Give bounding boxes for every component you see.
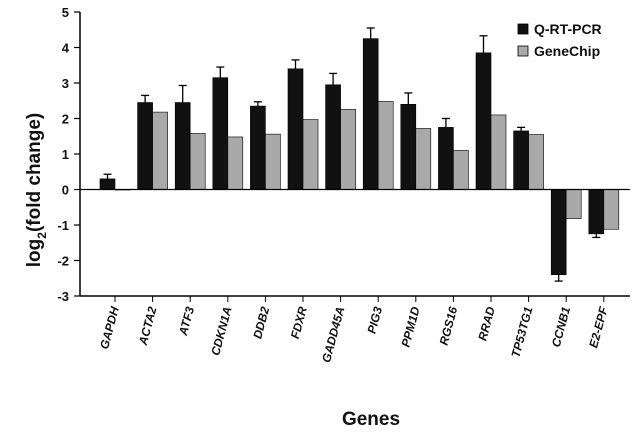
bar-qrtpcr-gapdh [99,178,116,190]
x-tick-label-ddb2: DDB2 [250,305,272,340]
x-tick-label-atf3: ATF3 [176,305,197,338]
x-tick-labels: GAPDH ACTA2 ATF3 CDKN1A DDB2 FDXR GADD45A PIG3 P… [97,305,611,365]
legend-label-qrtpcr: Q-RT-PCR [534,21,602,37]
y-axis-title-main: log [24,239,45,268]
legend-swatch-genechip [517,45,529,57]
y-axis-title: log2(fold change) [24,113,49,267]
x-tick-label-rgs16: RGS16 [437,305,461,347]
y-tick-label-2: 2 [62,112,69,127]
y-tick-label-4: 4 [62,41,70,56]
bar-qrtpcr-pig3 [362,38,379,190]
y-tick-label-5: 5 [62,5,69,20]
bar-genechip-fdxr [302,119,319,190]
y-axis-title-rest: (fold change) [24,113,45,232]
bar-genechip-gadd45a [340,108,356,190]
bar-genechip-acta2 [152,111,168,190]
x-tick-label-pig3: PIG3 [364,305,385,335]
bar-genechip-rrad [490,114,507,190]
x-tick-label-cdkn1a: CDKN1A [208,305,234,357]
bar-qrtpcr-tp53tg1 [513,130,529,190]
x-tick-label-tp53tg1: TP53TG1 [509,305,536,359]
bar-qrtpcr-atf3 [174,102,191,190]
y-tick-label--1: -1 [57,218,69,233]
bar-genechip-cdkn1a [227,136,244,190]
legend-label-genechip: GeneChip [534,43,600,59]
bar-qrtpcr-acta2 [137,102,153,190]
x-tick-label-e2-epf: E2-EPF [586,305,611,350]
bar-qrtpcr-e2-epf [588,189,605,235]
x-tick-label-ccnb1: CCNB1 [549,305,573,349]
bar-qrtpcr-rrad [475,52,492,190]
x-tick-label-ppm1d: PPM1D [398,305,422,349]
x-tick-label-fdxr: FDXR [288,305,310,340]
bar-genechip-ppm1d [415,128,432,190]
bar-qrtpcr-ccnb1 [550,189,567,275]
x-tick-label-gapdh: GAPDH [97,305,122,351]
bar-genechip-atf3 [189,133,206,190]
x-axis-title: Genes [342,409,400,430]
y-tick-label-0: 0 [62,183,69,198]
bar-genechip-tp53tg1 [528,134,544,190]
bar-qrtpcr-ppm1d [400,104,417,190]
axes-layer [74,11,630,302]
bar-genechip-ccnb1 [565,189,582,219]
bar-genechip-pig3 [377,101,394,190]
y-tick-label--2: -2 [57,254,69,269]
bar-genechip-ddb2 [265,133,281,190]
error-bars-layer [103,27,601,282]
bar-qrtpcr-cdkn1a [212,77,229,190]
x-tick-label-acta2: ACTA2 [136,305,160,348]
y-tick-label-1: 1 [62,147,69,162]
bar-genechip-e2-epf [603,189,620,230]
bar-genechip-rgs16 [453,150,469,190]
y-tick-label-3: 3 [62,76,69,91]
bar-qrtpcr-ddb2 [250,105,266,190]
y-tick-labels: -3 -2 -1 0 1 2 3 4 5 [57,5,69,304]
x-tick-label-gadd45a: GADD45A [319,305,347,364]
y-axis-title-subscript: 2 [35,232,49,239]
bar-qrtpcr-gadd45a [325,84,341,190]
bar-qrtpcr-fdxr [287,68,304,190]
x-tick-label-rrad: RRAD [475,305,498,342]
bars-layer [99,38,620,275]
legend-swatch-qrtpcr [517,23,529,35]
y-tick-label--3: -3 [57,289,69,304]
bar-qrtpcr-rgs16 [438,127,454,190]
legend: Q-RT-PCR GeneChip [517,21,602,59]
